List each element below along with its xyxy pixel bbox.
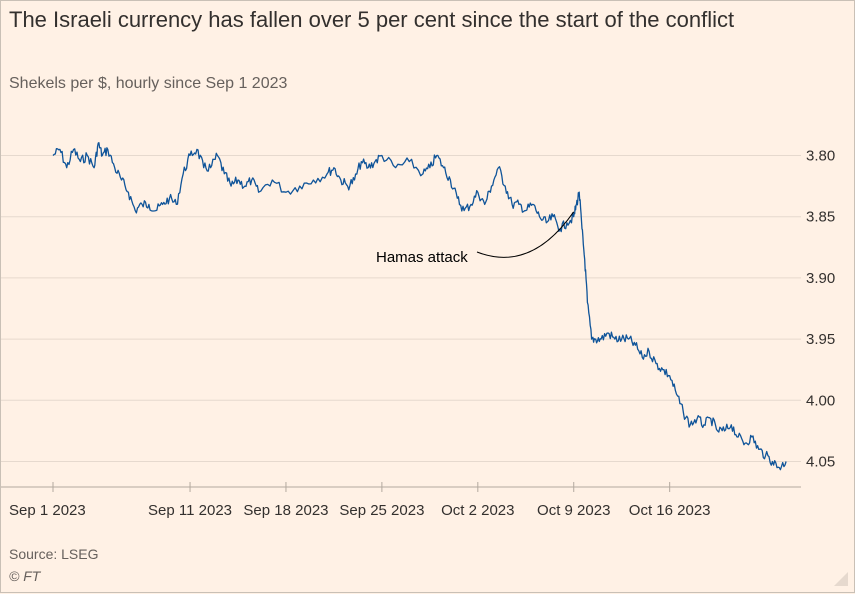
chart-subtitle: Shekels per $, hourly since Sep 1 2023 <box>9 75 288 92</box>
grid-lines <box>1 154 801 463</box>
source-note: Source: LSEG <box>9 546 99 562</box>
y-tick-label: 3.90 <box>806 270 835 287</box>
y-tick-label: 4.00 <box>806 392 835 409</box>
annotation-hamas-attack: Hamas attack <box>376 249 468 266</box>
series-layer <box>52 142 787 471</box>
resize-grip-icon[interactable] <box>834 572 848 586</box>
x-tick-label: Sep 11 2023 <box>148 502 232 519</box>
x-tick-label: Oct 2 2023 <box>441 502 514 519</box>
y-tick-label: 3.80 <box>806 147 835 164</box>
y-tick-label: 3.95 <box>806 331 835 348</box>
x-tick-label: Sep 25 2023 <box>339 502 424 519</box>
x-tick-label: Oct 16 2023 <box>629 502 711 519</box>
y-tick-label: 4.05 <box>806 454 835 471</box>
x-tick-label: Sep 1 2023 <box>9 502 86 519</box>
y-tick-label: 3.85 <box>806 209 835 226</box>
x-tick-label: Sep 18 2023 <box>243 502 328 519</box>
series-line-usd-ils <box>52 142 787 471</box>
y-axis-ticks: 3.80 3.85 3.90 3.95 4.00 4.05 <box>806 147 835 470</box>
copyright-note: © FT <box>9 568 41 584</box>
x-axis-ticks: Sep 1 2023 Sep 11 2023 Sep 18 2023 Sep 25 2… <box>1 482 801 519</box>
annotation-layer: Hamas attack <box>376 211 575 266</box>
chart-title: The Israeli currency has fallen over 5 p… <box>9 7 735 32</box>
annotation-connector <box>476 211 575 258</box>
x-tick-label: Oct 9 2023 <box>537 502 610 519</box>
